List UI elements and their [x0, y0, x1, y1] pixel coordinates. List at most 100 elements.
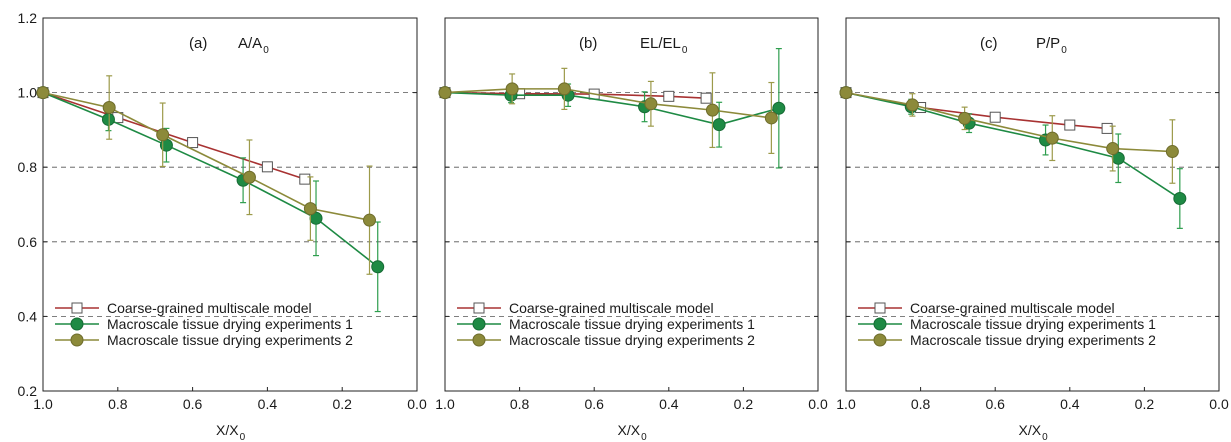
plot-frame	[444, 17, 819, 392]
legend-label: Coarse-grained multiscale model	[107, 300, 312, 316]
legend-marker-circle	[873, 317, 887, 331]
x-axis-label: X/X	[618, 422, 641, 438]
series-3	[36, 75, 377, 275]
panel-2: 1.0 0.8 0.6 0.4 0.2 0.0(b) EL/EL 0X/X 0Coarse-gr…	[435, 17, 828, 442]
panel-label: (b)	[579, 35, 597, 52]
plot-frame	[42, 17, 418, 392]
panel-label: (c)	[980, 35, 998, 52]
series-line	[845, 91, 1173, 153]
series-line	[845, 91, 1181, 200]
legend-label: Macroscale tissue drying experiments 2	[107, 332, 353, 348]
data-point-circle	[839, 86, 853, 100]
data-point-circle	[102, 101, 116, 115]
x-tick-label: 0.8	[108, 396, 128, 412]
x-tick-label: 0.0	[1209, 396, 1229, 412]
data-point-square	[299, 173, 311, 185]
panel-3: 1.0 0.8 0.6 0.4 0.2 0.0(c) P/P 0X/X 0Coarse-grai…	[836, 17, 1229, 442]
x-tick-label: 0.6	[183, 396, 203, 412]
series-2	[438, 47, 786, 169]
series-line	[444, 91, 780, 126]
data-point-circle	[156, 128, 170, 142]
x-axis-label: X/X	[216, 422, 239, 438]
x-tick-label: 0.4	[258, 396, 278, 412]
data-point-circle	[1165, 145, 1179, 159]
legend-label: Macroscale tissue drying experiments 2	[910, 332, 1156, 348]
data-point-circle	[958, 111, 972, 125]
x-tick-label: 0.4	[1060, 396, 1080, 412]
panel-title-subscript: 0	[263, 45, 269, 56]
x-tick-label: 1.0	[33, 396, 53, 412]
legend-marker-circle	[70, 317, 84, 331]
legend-marker-circle	[70, 333, 84, 347]
data-point-square	[989, 111, 1001, 123]
data-point-circle	[764, 111, 778, 125]
legend-marker-circle	[873, 333, 887, 347]
y-tick-label: 1.0	[18, 85, 38, 101]
series-line	[444, 88, 772, 119]
x-tick-label: 0.2	[1135, 396, 1155, 412]
data-point-circle	[712, 118, 726, 132]
series-line	[42, 91, 370, 221]
panel-1: 1.0 0.8 0.6 0.4 0.2 0.0 0.2 0.4 0.6 0.8 1.0 1.2 (a) A…	[18, 10, 427, 442]
x-tick-label: 0.8	[911, 396, 931, 412]
legend: Coarse-grained multiscale modelMacroscal…	[858, 300, 1156, 348]
data-point-circle	[363, 213, 377, 227]
series-1	[840, 87, 1113, 134]
x-axis-label-subscript: 0	[1042, 432, 1048, 442]
x-tick-label: 0.4	[659, 396, 679, 412]
y-tick-label: 0.6	[18, 234, 38, 250]
data-point-circle	[438, 86, 452, 100]
x-tick-label: 0.6	[985, 396, 1005, 412]
legend-marker-square	[473, 302, 485, 314]
x-tick-label: 0.8	[510, 396, 530, 412]
data-point-circle	[303, 202, 317, 216]
legend-label: Coarse-grained multiscale model	[509, 300, 714, 316]
y-tick-label: 0.2	[18, 383, 38, 399]
data-point-square	[187, 137, 199, 149]
data-point-circle	[644, 97, 658, 111]
data-point-circle	[505, 82, 519, 96]
legend-label: Macroscale tissue drying experiments 1	[509, 316, 755, 332]
data-point-circle	[1173, 192, 1187, 206]
legend-label: Macroscale tissue drying experiments 1	[910, 316, 1156, 332]
panel-title: P/P	[1036, 35, 1060, 52]
data-point-circle	[772, 101, 786, 115]
x-axis-label-subscript: 0	[240, 432, 246, 442]
data-point-circle	[557, 82, 571, 96]
x-tick-label: 1.0	[836, 396, 856, 412]
series-2	[839, 86, 1187, 229]
data-point-square	[663, 90, 675, 102]
panel-title-subscript: 0	[682, 45, 688, 56]
y-tick-label: 0.8	[18, 159, 38, 175]
panel-title: EL/EL	[640, 35, 681, 52]
data-point-square	[261, 161, 273, 173]
data-point-circle	[242, 170, 256, 184]
data-point-circle	[371, 260, 385, 274]
series-3	[438, 67, 778, 154]
y-tick-label: 0.4	[18, 308, 38, 324]
data-point-square	[700, 92, 712, 104]
legend-marker-square	[874, 302, 886, 314]
x-tick-label: 0.0	[808, 396, 828, 412]
series-1	[37, 87, 311, 185]
x-tick-label: 1.0	[435, 396, 455, 412]
x-tick-label: 0.0	[407, 396, 427, 412]
data-point-square	[1101, 122, 1113, 134]
legend-label: Coarse-grained multiscale model	[910, 300, 1115, 316]
plot-frame	[845, 17, 1220, 392]
legend-label: Macroscale tissue drying experiments 1	[107, 316, 353, 332]
series-line	[42, 91, 379, 268]
data-point-circle	[1045, 131, 1059, 145]
x-axis-label: X/X	[1019, 422, 1042, 438]
data-point-circle	[101, 112, 115, 126]
legend-marker-square	[71, 302, 83, 314]
data-point-circle	[905, 98, 919, 112]
panel-title-subscript: 0	[1061, 45, 1067, 56]
series-2	[36, 86, 385, 313]
legend-marker-circle	[472, 333, 486, 347]
legend: Coarse-grained multiscale modelMacroscal…	[55, 300, 353, 348]
legend-marker-circle	[472, 317, 486, 331]
panel-title: A/A	[238, 35, 262, 52]
panel-label: (a)	[189, 35, 207, 52]
